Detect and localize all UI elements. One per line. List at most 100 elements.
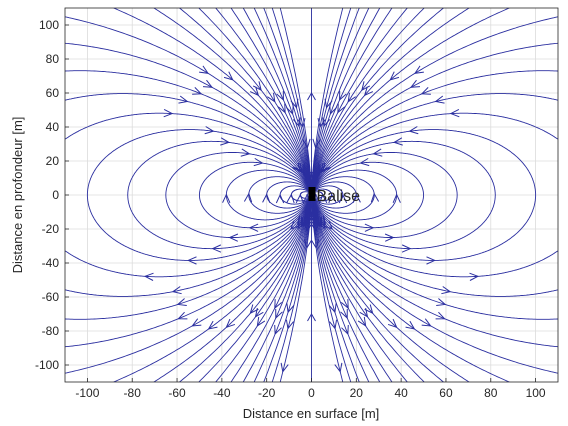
axis-ticks: -100 -80 -60 -40 -20 0 20 40 60 80 100 -100 -80 -60 -4…	[35, 18, 546, 400]
field-arrow	[275, 193, 285, 204]
field-arrow	[252, 81, 262, 92]
field-arrow	[303, 239, 312, 250]
field-arrow	[286, 193, 295, 204]
y-tick-label: -100	[35, 358, 59, 372]
field-arrow	[274, 299, 283, 310]
field-arrow	[223, 71, 234, 81]
field-arrow	[421, 318, 432, 327]
x-tick-label: -20	[258, 386, 276, 400]
field-arrow	[392, 137, 403, 146]
field-arrow	[285, 104, 294, 115]
field-arrow	[192, 87, 203, 95]
field-arrow	[256, 316, 266, 327]
field-arrow	[392, 193, 401, 204]
field-arrow	[436, 298, 447, 306]
field-arrow	[178, 95, 189, 104]
field-arrow	[329, 319, 338, 330]
balise-label: Balise	[317, 188, 361, 205]
field-arrow	[311, 239, 320, 250]
field-arrow	[338, 193, 348, 204]
y-tick-label: 20	[46, 154, 60, 168]
field-arrow	[409, 79, 421, 88]
field-arrow	[302, 138, 311, 149]
field-arrow	[285, 319, 294, 330]
field-arrow	[370, 192, 380, 203]
field-line	[127, 140, 312, 250]
field-arrow	[286, 303, 295, 314]
field-arrow	[361, 81, 371, 92]
x-tick-label: 100	[526, 386, 546, 400]
y-axis-label: Distance en profondeur [m]	[10, 117, 25, 274]
field-arrow	[249, 304, 259, 315]
field-arrow	[469, 272, 480, 281]
field-arrow	[204, 126, 215, 135]
x-tick-label: 40	[394, 386, 408, 400]
x-tick-label: 0	[308, 386, 315, 400]
x-tick-label: 20	[350, 386, 364, 400]
field-arrow	[220, 137, 231, 146]
field-arrow	[254, 307, 264, 318]
field-arrow	[143, 272, 154, 281]
field-arrow	[337, 103, 346, 114]
field-arrow	[384, 233, 395, 242]
field-arrow	[249, 86, 260, 97]
field-arrow	[352, 193, 361, 203]
field-arrow	[426, 256, 436, 265]
field-line	[311, 129, 537, 261]
x-tick-label: 80	[484, 386, 498, 400]
field-arrow	[289, 220, 300, 230]
field-arrow	[262, 193, 271, 203]
x-tick-label: -40	[213, 386, 231, 400]
field-arrow	[449, 109, 460, 118]
field-arrow	[191, 318, 202, 327]
y-tick-label: -40	[42, 256, 60, 270]
field-line	[199, 161, 312, 229]
field-arrow	[363, 86, 374, 97]
field-arrow	[420, 87, 431, 95]
field-arrow	[267, 92, 276, 103]
field-arrow	[408, 126, 419, 135]
y-tick-label: -60	[42, 290, 60, 304]
field-arrow	[276, 90, 284, 102]
field-arrow	[199, 65, 210, 74]
field-arrow	[277, 103, 286, 114]
field-arrow	[334, 362, 343, 373]
field-arrow	[248, 223, 259, 232]
field-arrow	[253, 157, 264, 167]
field-arrow	[222, 193, 231, 204]
field-arrow	[307, 91, 316, 101]
field-arrow	[274, 324, 282, 336]
field-arrow	[328, 303, 337, 314]
x-tick-label: -60	[168, 386, 186, 400]
field-arrow	[359, 157, 370, 167]
field-arrow	[435, 311, 446, 320]
field-arrow	[323, 220, 334, 230]
field-arrow	[225, 318, 236, 329]
field-arrow	[163, 109, 174, 118]
field-arrow	[280, 362, 289, 373]
field-arrow	[413, 65, 424, 74]
field-arrow	[441, 286, 452, 295]
field-arrow	[389, 71, 400, 81]
field-line	[311, 161, 424, 229]
field-arrow	[317, 117, 326, 129]
y-tick-label: 60	[46, 86, 60, 100]
field-arrow	[405, 320, 416, 330]
field-arrow	[357, 316, 367, 327]
y-tick-label: 100	[39, 18, 59, 32]
field-arrow	[312, 138, 321, 149]
field-arrow	[340, 299, 349, 310]
x-tick-label: 60	[439, 386, 453, 400]
field-lines	[65, 8, 558, 382]
field-arrow	[434, 95, 445, 104]
field-arrow	[211, 244, 222, 253]
field-arrow	[177, 311, 188, 320]
field-arrow	[307, 312, 316, 322]
field-arrow	[240, 148, 251, 157]
y-tick-label: -20	[42, 222, 60, 236]
field-arrow	[176, 298, 187, 306]
field-arrow	[359, 307, 369, 318]
field-arrow	[372, 148, 383, 157]
field-arrow	[329, 104, 338, 115]
field-arrow	[364, 304, 374, 315]
